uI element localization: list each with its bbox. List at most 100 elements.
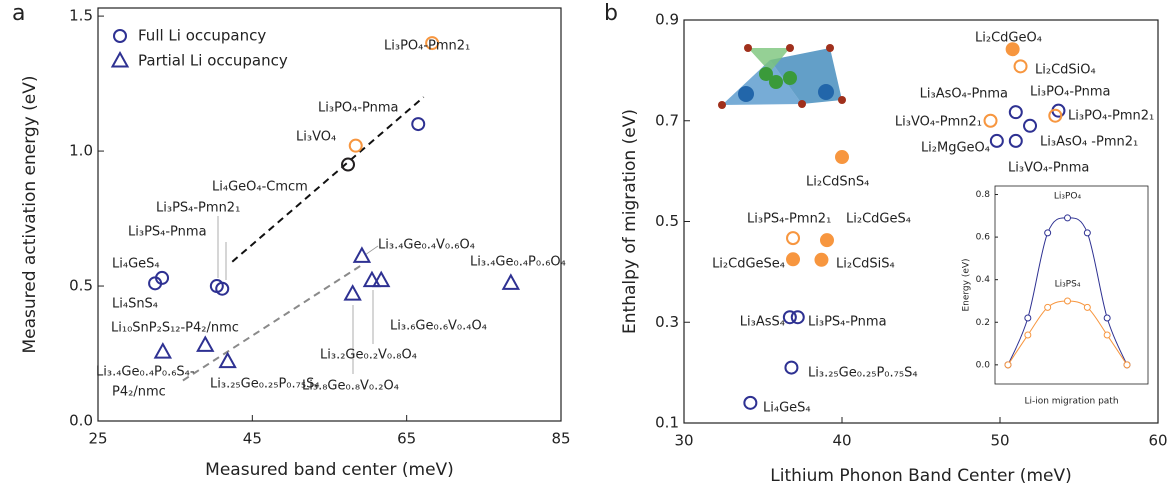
legend-label: Partial Li occupancy xyxy=(138,52,288,70)
point-label: Li₃.₈Ge₀.₈V₀.₂O₄ xyxy=(302,379,399,394)
x-axis-label: Li-ion migration path xyxy=(1024,397,1118,407)
y-tick-label: 1.5 xyxy=(69,7,93,25)
circle-point xyxy=(1008,105,1023,120)
triangle-point xyxy=(218,351,237,369)
point-label: Li₃PS₄-Pnma xyxy=(128,225,207,240)
y-tick-label: 0.9 xyxy=(655,11,679,29)
atom xyxy=(769,75,783,89)
series-label: Li₃PO₄ xyxy=(1054,192,1082,202)
point-label: Li₁₀SnP₂S₁₂-P4₂/nmc xyxy=(111,321,239,336)
y-tick-label: 0.0 xyxy=(976,360,991,370)
circle-point xyxy=(786,231,801,246)
y-tick-label: 0.1 xyxy=(655,414,679,432)
point-label: Li₂MgGeO₄ xyxy=(921,141,990,156)
circle-point xyxy=(411,117,426,132)
energy-point xyxy=(1024,331,1032,339)
annotation: P4₂/nmc xyxy=(112,385,166,400)
energy-point xyxy=(1123,361,1131,369)
atom xyxy=(718,101,726,109)
plot-frame xyxy=(97,7,562,422)
point-label: Li₂CdGeS₄ xyxy=(846,212,911,227)
energy-point xyxy=(1044,303,1052,311)
point-label: Li₃.₂₅Ge₀.₂₅P₀.₇₅S₄ xyxy=(808,366,918,381)
circle-point xyxy=(1008,133,1023,148)
point-label: Li₃VO₄-Pnma xyxy=(1008,161,1089,176)
x-tick-label: 25 xyxy=(88,430,107,448)
point-label: Li₃VO₄-Pmn2₁ xyxy=(895,115,982,130)
atom xyxy=(818,84,834,100)
point-label: Li₃PS₄-Pmn2₁ xyxy=(156,201,240,216)
circle-point xyxy=(1048,108,1063,123)
point-label: Li₃.₄Ge₀.₄P₀.₆O₄ xyxy=(470,255,566,270)
triangle-point xyxy=(343,284,362,301)
point-label: Li₃AsO₄-Pnma xyxy=(920,87,1008,102)
point-label: Li₃PS₄-Pnma xyxy=(808,315,887,330)
triangle-point xyxy=(372,270,391,288)
energy-point xyxy=(1064,214,1071,222)
legend-marker xyxy=(110,50,130,68)
circle-point xyxy=(743,395,758,410)
y-tick-label: 0.2 xyxy=(976,318,990,328)
point-label: Li₄SnS₄ xyxy=(112,297,158,312)
atom xyxy=(798,100,806,108)
point-label: Li₃.₂₅Ge₀.₂₅P₀.₇₅S₄ xyxy=(210,377,320,392)
y-tick-label: 0.4 xyxy=(976,275,991,285)
point-label: Li₄GeS₄ xyxy=(112,257,160,272)
point-label: Li₃AsS₄ xyxy=(740,315,785,330)
point-label: Li₃.₆Ge₀.₆V₀.₄O₄ xyxy=(390,319,487,334)
triangle-point xyxy=(196,335,215,352)
point-label: Li₃PO₄-Pmn2₁ xyxy=(1068,109,1154,124)
point-label: Li₃.₄Ge₀.₄P₀.₆S₄- xyxy=(96,365,195,380)
circle-point xyxy=(348,138,363,153)
circle-point xyxy=(814,252,829,267)
panel-label: b xyxy=(604,1,618,26)
energy-point xyxy=(1044,229,1052,237)
plot-frame xyxy=(994,185,1149,385)
point-label: Li₃PO₄-Pmn2₁ xyxy=(384,39,470,54)
circle-point xyxy=(790,310,805,325)
y-tick-label: 0.3 xyxy=(655,313,679,331)
point-label: Li₄GeS₄ xyxy=(763,401,811,416)
x-tick-label: 85 xyxy=(551,430,570,448)
atom xyxy=(738,86,754,102)
energy-curve xyxy=(1007,217,1128,366)
point-label: Li₂CdSiS₄ xyxy=(836,257,895,272)
y-tick-label: 0.0 xyxy=(69,412,93,430)
circle-point xyxy=(983,113,998,128)
energy-point xyxy=(1103,314,1111,322)
y-axis-label: Enthalpy of migration (eV) xyxy=(620,109,640,334)
x-axis-label: Measured band center (meV) xyxy=(205,460,454,480)
legend-marker xyxy=(113,29,127,43)
atom xyxy=(744,44,752,52)
point-label: Li₂CdGeSe₄ xyxy=(712,257,785,272)
panel-label: a xyxy=(12,1,25,26)
circle-point xyxy=(819,233,834,248)
point-label: Li₃PO₄-Pnma xyxy=(318,101,399,116)
y-axis-label: Energy (eV) xyxy=(962,258,972,311)
point-label: Li₃AsO₄ -Pmn2₁ xyxy=(1040,135,1138,150)
x-tick-label: 50 xyxy=(990,432,1009,450)
point-label: Li₃PS₄-Pmn2₁ xyxy=(747,212,831,227)
leader-lines xyxy=(217,216,379,374)
energy-point xyxy=(1083,229,1091,237)
point-label: Li₄GeO₄-Cmcm xyxy=(212,180,308,195)
y-tick-label: 0.7 xyxy=(655,111,679,129)
triangle-point xyxy=(352,246,372,263)
circle-point xyxy=(425,36,440,51)
circle-point xyxy=(1005,42,1020,57)
point-label: Li₃.₄Ge₀.₄V₀.₆O₄ xyxy=(378,238,475,253)
atom xyxy=(759,67,773,81)
circle-point xyxy=(835,150,849,165)
series-label: Li₃PS₄ xyxy=(1055,280,1081,290)
energy-point xyxy=(1103,331,1111,339)
polyhedron xyxy=(748,48,790,72)
energy-point xyxy=(1004,361,1012,369)
point-label: Li₂CdSiO₄ xyxy=(1035,63,1096,78)
triangle-point xyxy=(153,342,173,359)
point-label: Li₃PO₄-Pnma xyxy=(1030,85,1111,100)
circle-point xyxy=(215,281,230,296)
y-tick-label: 0.5 xyxy=(69,277,93,295)
point-label: Li₃.₂Ge₀.₂V₀.₈O₄ xyxy=(320,348,417,363)
triangle-point xyxy=(501,273,521,290)
